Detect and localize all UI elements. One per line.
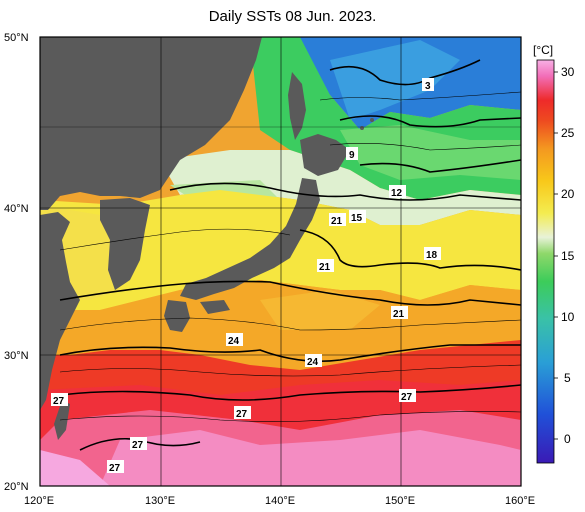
contour-label: 21 <box>317 259 334 273</box>
lon-tick-labels: 120°E 130°E 140°E 150°E 160°E <box>24 495 535 507</box>
contour-label: 24 <box>305 354 322 368</box>
svg-text:12: 12 <box>391 188 403 199</box>
svg-text:9: 9 <box>349 150 355 161</box>
contour-label: 12 <box>389 185 406 199</box>
contour-label: 27 <box>51 393 68 407</box>
contour-label: 3 <box>422 78 434 92</box>
svg-text:27: 27 <box>132 440 144 451</box>
land <box>40 37 374 440</box>
colorbar-tick: 20 <box>561 187 575 201</box>
colorbar-tick: 15 <box>561 249 575 263</box>
thin-contours <box>59 91 521 422</box>
sst-field <box>40 37 521 486</box>
contour-label: 18 <box>424 247 441 261</box>
contour-label: 21 <box>391 306 408 320</box>
lat-tick-labels: 50°N 40°N 30°N 20°N <box>4 32 29 493</box>
lon-tick-130: 130°E <box>145 495 175 507</box>
svg-text:27: 27 <box>53 396 65 407</box>
contour-label: 27 <box>130 437 147 451</box>
lat-tick-30: 30°N <box>4 350 29 362</box>
svg-text:24: 24 <box>228 336 240 347</box>
lon-tick-150: 150°E <box>385 495 415 507</box>
contour-label: 27 <box>399 389 416 403</box>
svg-text:21: 21 <box>331 216 343 227</box>
colorbar-tick: 0 <box>564 432 571 446</box>
lon-tick-140: 140°E <box>265 495 295 507</box>
lon-tick-160: 160°E <box>505 495 535 507</box>
contour-label: 9 <box>346 147 358 161</box>
svg-text:24: 24 <box>307 357 319 368</box>
contour-label: 27 <box>234 406 251 420</box>
map-title: Daily SSTs 08 Jun. 2023. <box>208 8 377 25</box>
svg-text:27: 27 <box>401 392 413 403</box>
svg-text:18: 18 <box>426 250 438 261</box>
graticule <box>39 36 522 487</box>
colorbar-tick: 10 <box>561 310 575 324</box>
svg-text:27: 27 <box>236 409 248 420</box>
contour-label: 15 <box>349 210 366 224</box>
contour-label: 24 <box>226 333 243 347</box>
svg-text:27: 27 <box>109 463 121 474</box>
lon-tick-120: 120°E <box>24 495 54 507</box>
svg-text:21: 21 <box>393 309 405 320</box>
colorbar-tick: 5 <box>564 371 571 385</box>
svg-text:21: 21 <box>319 262 331 273</box>
svg-text:3: 3 <box>425 81 431 92</box>
svg-text:15: 15 <box>351 213 363 224</box>
lat-tick-20: 20°N <box>4 481 29 493</box>
colorbar-tick: 30 <box>561 65 575 79</box>
contour-lines <box>59 59 521 451</box>
lat-tick-50: 50°N <box>4 32 29 44</box>
contour-label: 21 <box>329 213 346 227</box>
lat-tick-40: 40°N <box>4 203 29 215</box>
contour-label: 27 <box>107 460 124 474</box>
colorbar-tick: 25 <box>561 126 575 140</box>
colorbar: [°C] 30 25 20 15 10 5 0 <box>533 43 575 464</box>
contour-value-labels: 3 9 12 15 21 18 21 21 24 24 27 27 27 27 … <box>51 78 441 474</box>
colorbar-unit-label: [°C] <box>533 43 553 57</box>
